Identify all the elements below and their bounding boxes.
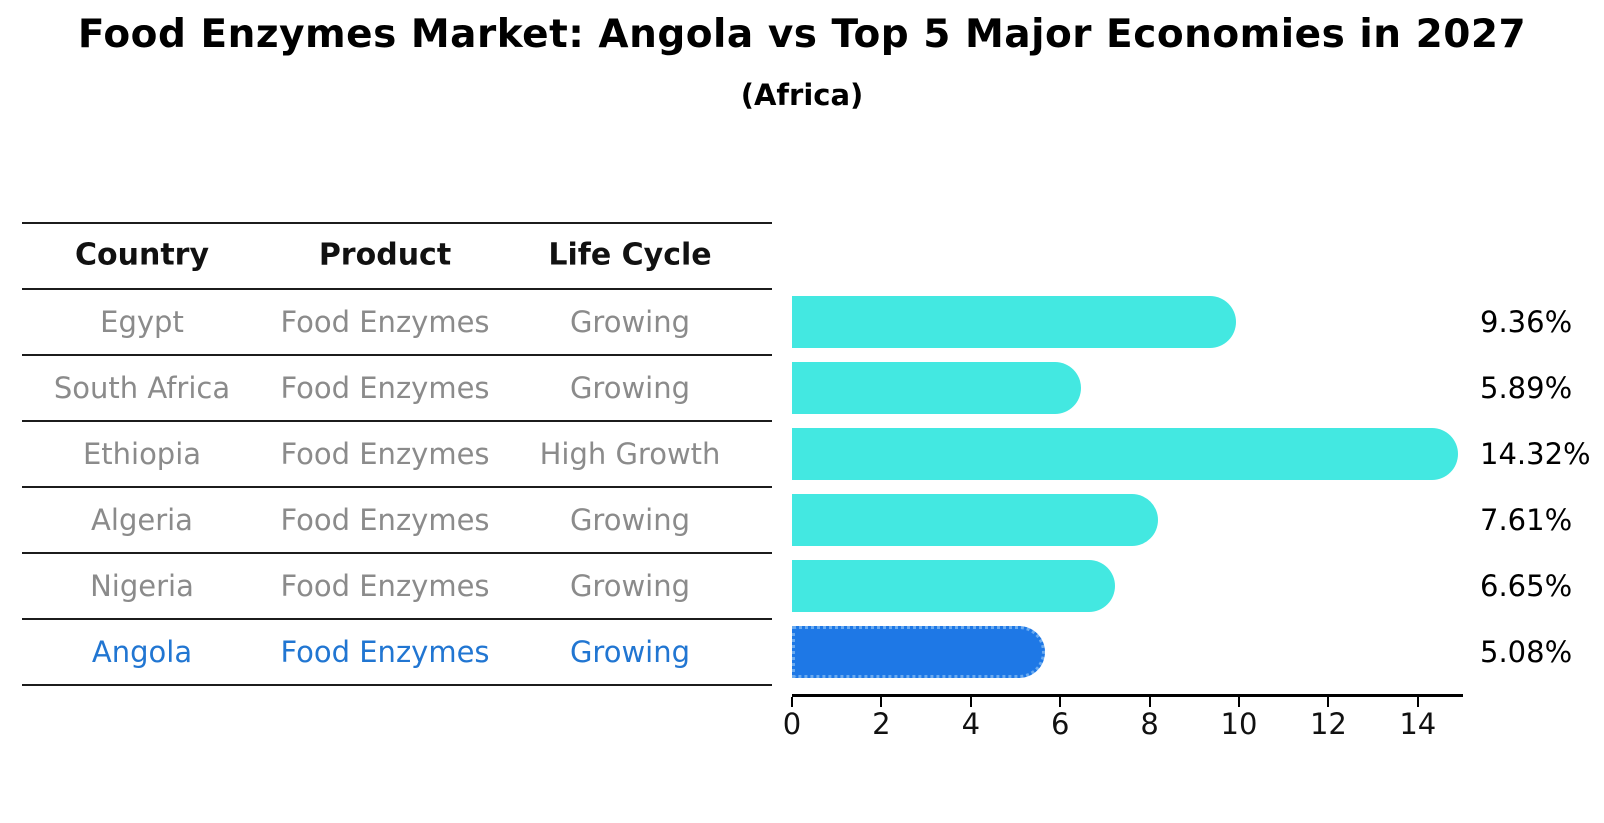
x-tick-mark: [1148, 697, 1151, 707]
bar-value-label: 7.61%: [1480, 503, 1573, 537]
table-rule-line: [22, 684, 772, 686]
x-tick-mark: [1238, 697, 1240, 707]
table-header-country: Country: [74, 237, 210, 273]
x-tick-label: 12: [1309, 707, 1347, 741]
x-tick-mark: [969, 697, 972, 707]
x-tick-label: 0: [782, 707, 802, 741]
bar-nigeria: [792, 560, 1116, 612]
x-tick-label: 14: [1399, 707, 1437, 741]
bar-south-africa: [792, 362, 1082, 414]
table-header-product: Product: [318, 237, 452, 273]
table-cell-product: Food Enzymes: [280, 371, 490, 405]
bar-egypt: [792, 296, 1237, 348]
bar-ethiopia: [792, 428, 1459, 480]
x-tick-mark: [1416, 697, 1419, 707]
table-rule-line: [22, 288, 772, 290]
table-cell-life-cycle: Growing: [569, 503, 691, 537]
table-cell-life-cycle: Growing: [569, 371, 691, 405]
table-cell-product: Food Enzymes: [280, 635, 490, 669]
table-cell-life-cycle: Growing: [569, 635, 691, 669]
table-cell-product: Food Enzymes: [280, 437, 490, 471]
table-cell-product: Food Enzymes: [280, 305, 490, 339]
table-cell-life-cycle: Growing: [569, 305, 691, 339]
table-cell-life-cycle: Growing: [569, 569, 691, 603]
table-cell-country: Algeria: [91, 503, 193, 537]
x-tick-mark: [1327, 697, 1330, 707]
chart-subtitle: (Africa): [740, 78, 864, 112]
bar-value-label: 9.36%: [1480, 305, 1573, 339]
table-rule-line: [22, 552, 772, 554]
bar-algeria: [792, 494, 1159, 546]
table-cell-product: Food Enzymes: [280, 503, 490, 537]
table-cell-country: Egypt: [100, 305, 184, 339]
bar-angola: [792, 626, 1046, 678]
table-header-life-cycle: Life Cycle: [548, 237, 712, 273]
x-tick-label: 4: [961, 707, 981, 741]
x-tick-label: 6: [1050, 707, 1070, 741]
x-tick-mark: [1059, 697, 1062, 707]
table-rule-line: [22, 618, 772, 620]
table-cell-country: Ethiopia: [82, 437, 202, 471]
x-tick-label: 10: [1220, 707, 1258, 741]
table-cell-country: South Africa: [53, 371, 231, 405]
table-rule-line: [22, 486, 772, 488]
table-rule-line: [22, 222, 772, 224]
table-cell-country: Angola: [91, 635, 193, 669]
table-rule-line: [22, 354, 772, 356]
table-cell-country: Nigeria: [90, 569, 194, 603]
table-cell-product: Food Enzymes: [280, 569, 490, 603]
x-tick-mark: [880, 697, 883, 707]
x-tick-label: 8: [1140, 707, 1159, 741]
bar-value-label: 6.65%: [1480, 569, 1573, 603]
bar-value-label: 14.32%: [1480, 437, 1591, 471]
x-tick-label: 2: [872, 707, 891, 741]
x-tick-mark: [791, 697, 793, 707]
table-rule-line: [22, 420, 772, 422]
table-cell-life-cycle: High Growth: [539, 437, 721, 471]
chart-title: Food Enzymes Market: Angola vs Top 5 Maj…: [77, 12, 1527, 57]
x-axis-line: [792, 694, 1463, 697]
bar-value-label: 5.08%: [1480, 635, 1573, 669]
bar-value-label: 5.89%: [1480, 371, 1573, 405]
